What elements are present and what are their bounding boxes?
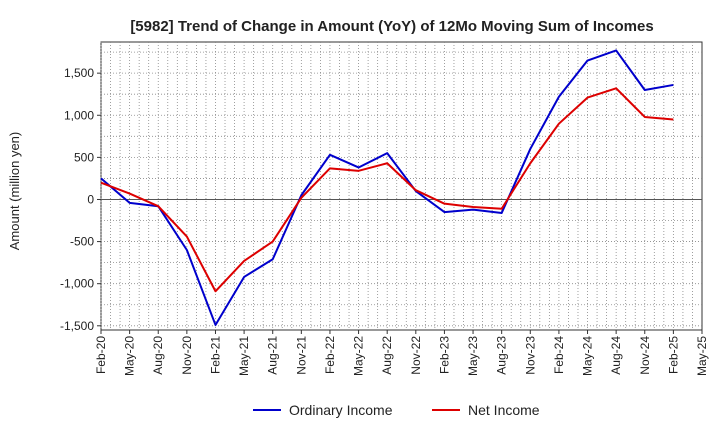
x-tick-label: Aug-21 — [266, 336, 280, 375]
y-axis-label: Amount (million yen) — [7, 132, 22, 251]
x-tick-label: Nov-21 — [294, 336, 308, 375]
axes: -1,500 -1,000 -500 0 500 1,000 1,500 Feb-20 May-… — [60, 66, 709, 376]
y-tick-label: 1,500 — [64, 66, 94, 80]
grid — [100, 41, 703, 331]
y-tick-label: -1,000 — [60, 277, 94, 291]
x-tick-label: Aug-20 — [151, 336, 165, 375]
series-line-ordinary-income — [100, 49, 674, 326]
y-tick-label: -1,500 — [60, 319, 94, 333]
series-lines — [100, 49, 674, 326]
x-tick-label: Feb-24 — [552, 336, 566, 374]
x-tick-label: May-22 — [352, 336, 366, 376]
x-tick-label: Feb-23 — [437, 336, 451, 374]
x-tick-label: Nov-20 — [180, 336, 194, 375]
x-tick-label: Aug-23 — [495, 336, 509, 375]
chart-title: [5982] Trend of Change in Amount (YoY) o… — [130, 18, 653, 35]
legend-label: Net Income — [468, 402, 540, 418]
x-tick-label: Feb-22 — [323, 336, 337, 374]
y-tick-label: 500 — [74, 150, 94, 164]
x-tick-label: May-20 — [123, 336, 137, 376]
legend-label: Ordinary Income — [289, 402, 393, 418]
x-tick-label: Nov-24 — [638, 336, 652, 375]
x-tick-label: May-23 — [466, 336, 480, 376]
x-tick-label: Aug-22 — [380, 336, 394, 375]
x-tick-label: Nov-23 — [523, 336, 537, 375]
x-tick-label: May-21 — [237, 336, 251, 376]
y-tick-label: 0 — [87, 192, 94, 206]
series-line-net-income — [100, 87, 674, 293]
y-tick-label: 1,000 — [64, 108, 94, 122]
x-tick-label: Feb-25 — [666, 336, 680, 374]
x-tick-label: Feb-21 — [208, 336, 222, 374]
x-tick-label: Nov-22 — [409, 336, 423, 375]
x-tick-label: Feb-20 — [94, 336, 108, 374]
x-tick-label: Aug-24 — [609, 336, 623, 375]
legend: Ordinary Income Net Income — [253, 402, 540, 418]
x-tick-label: May-25 — [695, 336, 709, 376]
y-tick-label: -500 — [70, 235, 94, 249]
x-tick-label: May-24 — [581, 336, 595, 376]
plot-frame — [100, 41, 703, 331]
